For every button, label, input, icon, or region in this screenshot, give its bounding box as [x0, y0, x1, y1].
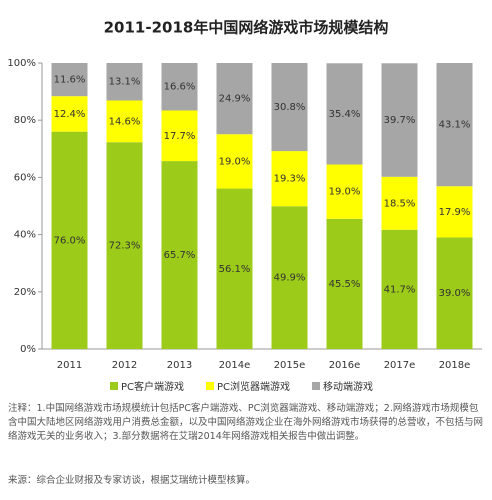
bar-segment — [381, 229, 418, 349]
x-tick-label: 2015e — [274, 360, 306, 371]
legend-swatch — [312, 382, 321, 390]
y-tick-label: 40% — [14, 230, 36, 241]
x-tick-label: 2012 — [112, 360, 137, 371]
bar-segment — [51, 63, 88, 97]
data-label: 43.1% — [439, 120, 471, 131]
legend-swatch — [206, 382, 215, 390]
data-label: 56.1% — [219, 264, 251, 275]
source: 来源：综合企业财报及专家访谈，根据艾瑞统计模型核算。 — [8, 475, 256, 486]
chart-title: 2011-2018年中国网络游戏市场规模结构 — [104, 19, 389, 37]
data-label: 49.9% — [274, 273, 306, 284]
bar-segment — [106, 100, 143, 143]
bar-segment — [106, 63, 143, 101]
data-label: 72.3% — [109, 241, 141, 252]
bar-segment — [436, 186, 473, 238]
bar-segment — [161, 63, 198, 111]
data-label: 39.7% — [384, 115, 416, 126]
data-label: 65.7% — [164, 250, 196, 261]
bar-segment — [51, 96, 88, 132]
legend-label: PC客户端游戏 — [121, 380, 184, 393]
bar-segment — [326, 218, 363, 349]
data-label: 11.6% — [54, 75, 86, 86]
data-label: 45.5% — [329, 279, 361, 290]
legend-label: PC浏览器端游戏 — [217, 380, 290, 393]
x-tick-label: 2016e — [329, 360, 361, 371]
bar-segment — [106, 142, 143, 349]
bar-segment — [161, 110, 198, 162]
bar-segment — [326, 63, 363, 165]
bar-segment — [436, 63, 473, 187]
data-label: 18.5% — [384, 198, 416, 209]
bar-segment — [381, 63, 418, 177]
data-label: 17.7% — [164, 131, 196, 142]
bar-segment — [216, 134, 253, 189]
note: 注释：1.中国网络游戏市场规模统计包括PC客户端游戏、PC浏览器端游戏、移动端游… — [8, 403, 484, 442]
bar-segment — [51, 131, 88, 349]
data-label: 12.4% — [54, 109, 86, 120]
bar-segment — [161, 161, 198, 349]
x-tick-label: 2014e — [219, 360, 251, 371]
data-label: 41.7% — [384, 284, 416, 295]
data-label: 19.3% — [274, 174, 306, 185]
legend-label: 移动端游戏 — [323, 380, 373, 393]
bar-segment — [436, 237, 473, 349]
y-tick-label: 0% — [20, 344, 36, 355]
data-label: 14.6% — [109, 116, 141, 127]
data-label: 76.0% — [54, 235, 86, 246]
bar-segment — [216, 188, 253, 349]
data-label: 24.9% — [219, 94, 251, 105]
x-tick-label: 2017e — [384, 360, 416, 371]
data-label: 30.8% — [274, 102, 306, 113]
data-label: 17.9% — [439, 207, 471, 218]
bar-segment — [381, 176, 418, 230]
y-tick-label: 20% — [14, 287, 36, 298]
bar-segment — [271, 151, 308, 207]
y-tick-label: 80% — [14, 115, 36, 126]
data-label: 16.6% — [164, 82, 196, 93]
x-tick-label: 2013 — [167, 360, 192, 371]
chart: 2011-2018年中国网络游戏市场规模结构 0% 20% 40% 60% 80% 100… — [7, 19, 482, 393]
bar-segment — [271, 206, 308, 349]
y-tick-label: 60% — [14, 172, 36, 183]
bar-segment — [326, 164, 363, 219]
data-label: 39.0% — [439, 288, 471, 299]
x-tick-label: 2011 — [57, 360, 82, 371]
data-label: 13.1% — [109, 77, 141, 88]
data-label: 19.0% — [219, 156, 251, 167]
y-tick-label: 100% — [7, 58, 36, 69]
legend-swatch — [110, 382, 118, 390]
bar-segment — [216, 63, 253, 135]
data-label: 19.0% — [329, 187, 361, 198]
x-tick-label: 2018e — [439, 360, 471, 371]
data-label: 35.4% — [329, 109, 361, 120]
bar-segment — [271, 63, 308, 152]
